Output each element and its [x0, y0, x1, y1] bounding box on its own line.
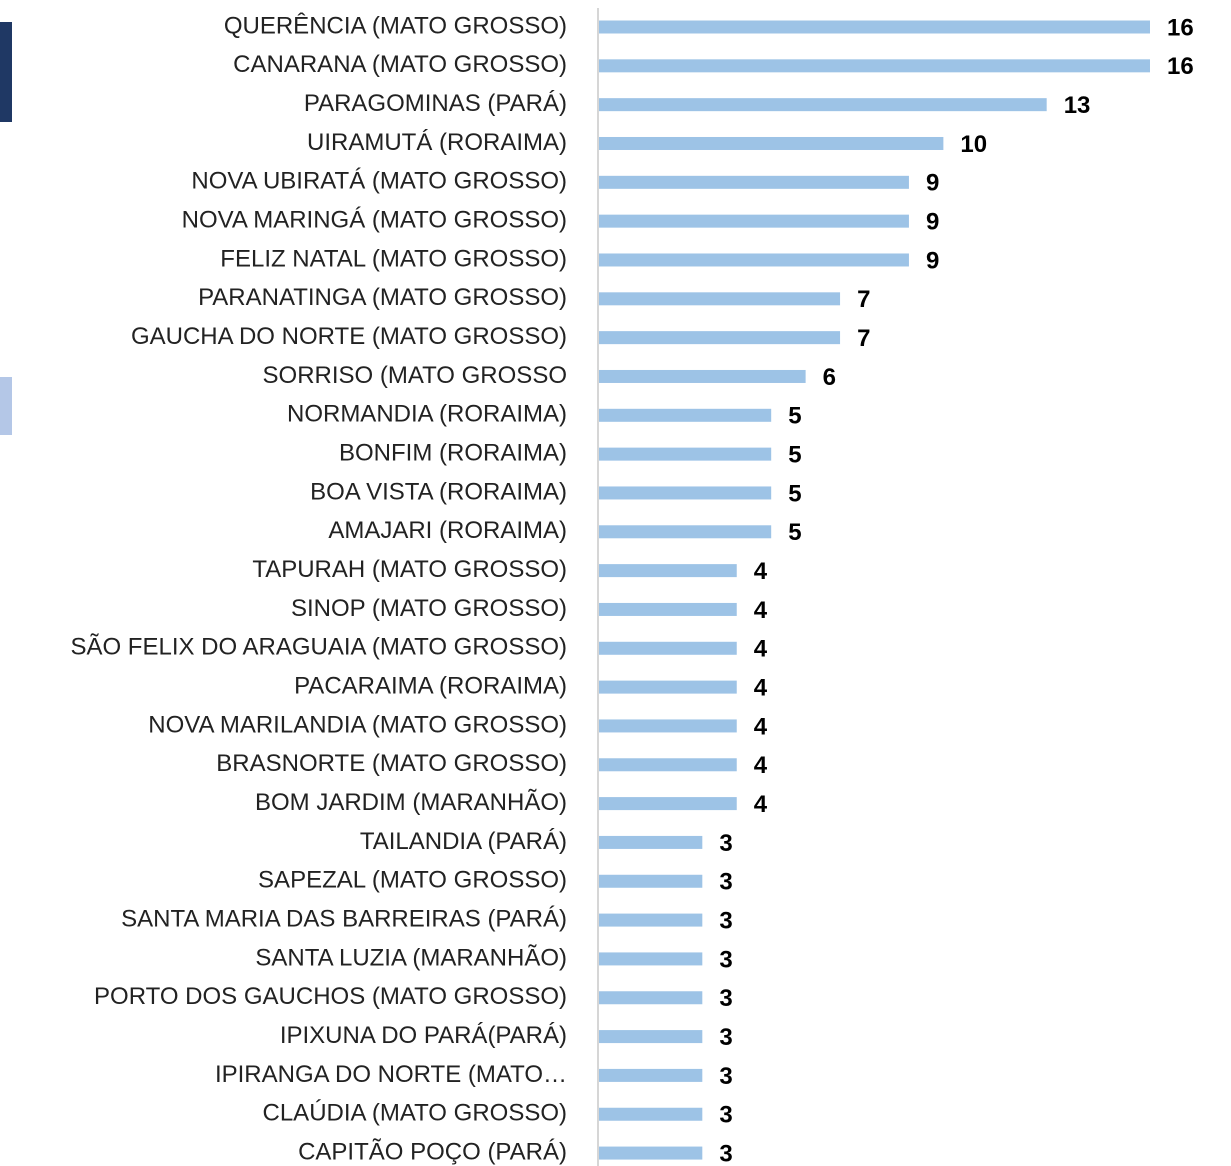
category-label: NORMANDIA (RORAIMA)	[287, 401, 567, 428]
bar	[599, 20, 1150, 34]
bar	[599, 175, 909, 189]
category-label: SÃO FELIX DO ARAGUAIA (MATO GROSSO)	[70, 634, 567, 661]
value-label: 5	[788, 441, 801, 468]
value-label: 16	[1167, 53, 1194, 80]
bar	[599, 214, 909, 228]
value-label: 3	[719, 869, 732, 896]
bar	[599, 486, 772, 500]
category-label: NOVA MARINGÁ (MATO GROSSO)	[182, 206, 567, 233]
value-label: 3	[719, 1140, 732, 1166]
category-label: BOM JARDIM (MARANHÃO)	[255, 789, 567, 816]
bar	[599, 602, 737, 616]
category-label: NOVA MARILANDIA (MATO GROSSO)	[148, 711, 567, 738]
category-label: CANARANA (MATO GROSSO)	[233, 51, 567, 78]
value-label: 5	[788, 519, 801, 546]
bar	[599, 331, 841, 345]
value-label: 4	[754, 597, 768, 624]
value-label: 5	[788, 480, 801, 507]
value-label: 3	[719, 907, 732, 934]
bar	[599, 874, 703, 888]
category-label: PARAGOMINAS (PARÁ)	[304, 90, 567, 117]
category-label: BONFIM (RORAIMA)	[339, 439, 567, 466]
value-label: 4	[754, 752, 768, 779]
value-label: 4	[754, 713, 768, 740]
category-label: PACARAIMA (RORAIMA)	[294, 672, 567, 699]
category-label: UIRAMUTÁ (RORAIMA)	[307, 129, 567, 156]
category-label: GAUCHA DO NORTE (MATO GROSSO)	[131, 323, 567, 350]
category-label: PORTO DOS GAUCHOS (MATO GROSSO)	[94, 983, 567, 1010]
bar	[599, 991, 703, 1005]
bar	[599, 408, 772, 422]
bar	[599, 1068, 703, 1082]
category-label: IPIRANGA DO NORTE (MATO…	[215, 1061, 567, 1088]
bar	[599, 680, 737, 694]
bar	[599, 447, 772, 461]
value-label: 9	[926, 170, 939, 197]
bar	[599, 136, 944, 150]
category-label: SINOP (MATO GROSSO)	[291, 595, 567, 622]
bar	[599, 292, 841, 306]
bar	[599, 758, 737, 772]
category-label: PARANATINGA (MATO GROSSO)	[198, 284, 567, 311]
category-label: BRASNORTE (MATO GROSSO)	[216, 750, 567, 777]
bar	[599, 369, 806, 383]
bar	[599, 641, 737, 655]
category-label: AMAJARI (RORAIMA)	[328, 517, 567, 544]
legend-swatch-light	[0, 377, 12, 435]
category-label: TAPURAH (MATO GROSSO)	[252, 556, 567, 583]
value-label: 10	[960, 131, 987, 158]
bar	[599, 253, 909, 267]
category-label: SANTA MARIA DAS BARREIRAS (PARÁ)	[121, 905, 567, 932]
value-label: 9	[926, 247, 939, 274]
value-label: 4	[754, 791, 768, 818]
category-label: IPIXUNA DO PARÁ(PARÁ)	[280, 1022, 567, 1049]
category-label: CAPITÃO POÇO (PARÁ)	[298, 1138, 567, 1165]
value-label: 4	[754, 636, 768, 663]
category-label: SAPEZAL (MATO GROSSO)	[258, 867, 567, 894]
bar	[599, 1146, 703, 1160]
category-label: QUERÊNCIA (MATO GROSSO)	[224, 12, 567, 39]
bar	[599, 719, 737, 733]
value-label: 13	[1064, 92, 1091, 119]
value-label: 3	[719, 1063, 732, 1090]
bar	[599, 913, 703, 927]
value-label: 4	[754, 558, 768, 585]
bar	[599, 1107, 703, 1121]
value-label: 3	[719, 985, 732, 1012]
category-label: CLAÚDIA (MATO GROSSO)	[263, 1100, 568, 1127]
value-label: 3	[719, 1102, 732, 1129]
legend-swatch-dark	[0, 22, 12, 122]
value-label: 3	[719, 1024, 732, 1051]
bar	[599, 797, 737, 811]
category-label: NOVA UBIRATÁ (MATO GROSSO)	[191, 168, 567, 195]
value-label: 5	[788, 403, 801, 430]
category-label: SORRISO (MATO GROSSO	[263, 362, 567, 389]
category-label: SANTA LUZIA (MARANHÃO)	[255, 944, 567, 971]
bar	[599, 835, 703, 849]
bar	[599, 1030, 703, 1044]
category-label: FELIZ NATAL (MATO GROSSO)	[220, 245, 567, 272]
category-label: BOA VISTA (RORAIMA)	[310, 478, 567, 505]
value-label: 9	[926, 208, 939, 235]
bar	[599, 98, 1047, 112]
category-label: TAILANDIA (PARÁ)	[360, 828, 567, 855]
value-label: 6	[823, 364, 836, 391]
bar	[599, 564, 737, 578]
value-label: 7	[857, 325, 870, 352]
value-label: 16	[1167, 14, 1194, 41]
bar	[599, 59, 1150, 73]
value-label: 3	[719, 946, 732, 973]
value-label: 4	[754, 674, 768, 701]
bar	[599, 952, 703, 966]
value-label: 3	[719, 830, 732, 857]
bar	[599, 525, 772, 539]
value-label: 7	[857, 286, 870, 313]
